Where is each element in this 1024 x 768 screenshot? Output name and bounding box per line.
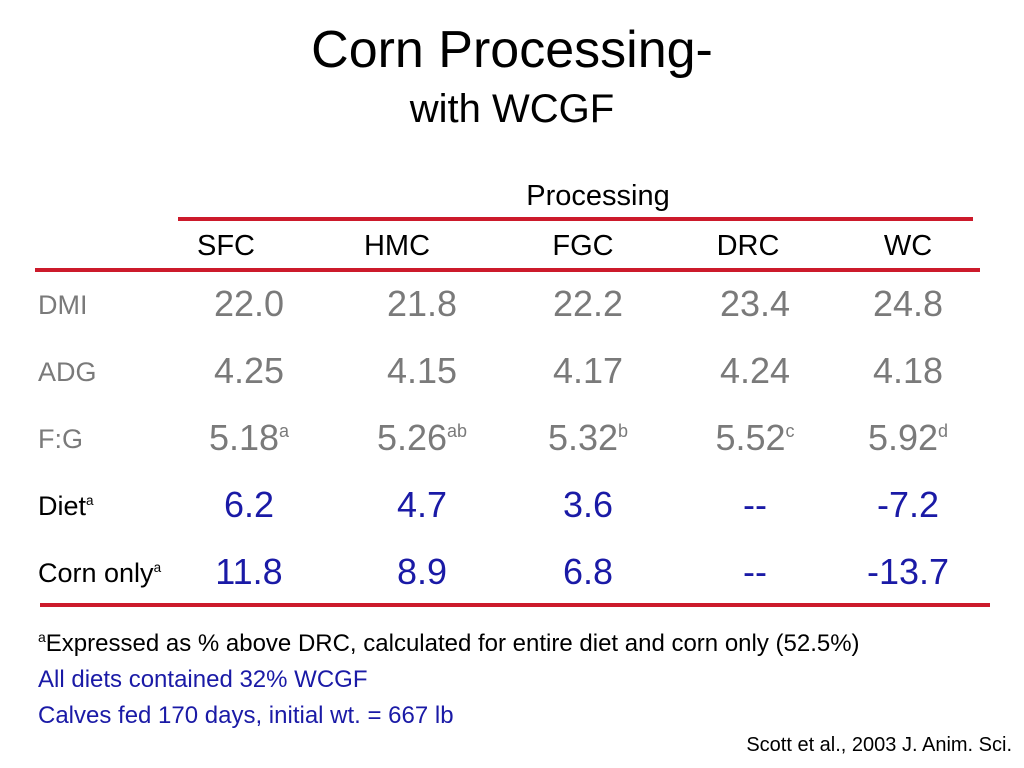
slide-subtitle: with WCGF [409,87,615,131]
table-cell: 4.15 [386,350,458,391]
table-cell: 23.4 [719,283,791,324]
table-cell: 8.9 [396,551,448,592]
column-header-hmc: HMC [363,230,431,262]
table-cell: 5.32b [547,417,629,458]
table-cell: 4.17 [552,350,624,391]
table-cell: 22.0 [213,283,285,324]
table-cell: 11.8 [215,551,283,592]
bottom-rule [40,603,990,607]
table-cell: 5.92d [867,417,949,458]
column-header-sfc: SFC [197,230,255,262]
slide-title: Corn Processing- [311,21,713,79]
row-label-diet: Dieta [38,491,94,521]
table-cell: 21.8 [386,283,458,324]
table-cell: 5.52c [715,417,795,458]
note-calves: Calves fed 170 days, initial wt. = 667 l… [38,702,454,729]
table-cell: -- [743,551,767,592]
footnote-marker: a [86,493,94,508]
note-wcgf: All diets contained 32% WCGF [38,666,368,693]
significance-superscript: c [785,421,795,441]
table-cell: 22.2 [552,283,624,324]
table-cell: 24.8 [872,283,944,324]
table-cell: -13.7 [866,551,950,592]
table-cell: -7.2 [876,484,940,525]
column-header-fgc: FGC [552,230,614,262]
row-label-corn-only: Corn onlya [38,558,162,588]
footnote: aExpressed as % above DRC, calculated fo… [38,629,860,657]
significance-superscript: d [938,421,949,441]
processing-group-header: Processing [526,180,670,212]
significance-superscript: b [618,421,629,441]
table-cell: 6.8 [562,551,614,592]
table-cell: 6.2 [223,484,275,525]
citation: Scott et al., 2003 J. Anim. Sci. [746,734,1012,756]
table-cell: 4.25 [213,350,285,391]
table-cell: 4.7 [396,484,448,525]
column-header-wc: WC [883,230,933,262]
row-label-adg: ADG [38,357,97,387]
column-header-drc: DRC [716,230,780,262]
row-label-dmi: DMI [38,290,88,320]
table-cell: 3.6 [562,484,614,525]
table-cell: 5.26ab [376,417,468,458]
table-cell: -- [743,484,767,525]
footnote-marker: a [153,560,162,575]
table-cell: 4.24 [719,350,791,391]
significance-superscript: a [279,421,290,441]
table-cell: 5.18a [208,417,290,458]
footnote-marker: a [38,629,46,645]
top-rule [178,217,973,221]
row-label-fg: F:G [38,424,83,454]
header-rule [35,268,980,272]
significance-superscript: ab [447,421,468,441]
table-cell: 4.18 [872,350,944,391]
